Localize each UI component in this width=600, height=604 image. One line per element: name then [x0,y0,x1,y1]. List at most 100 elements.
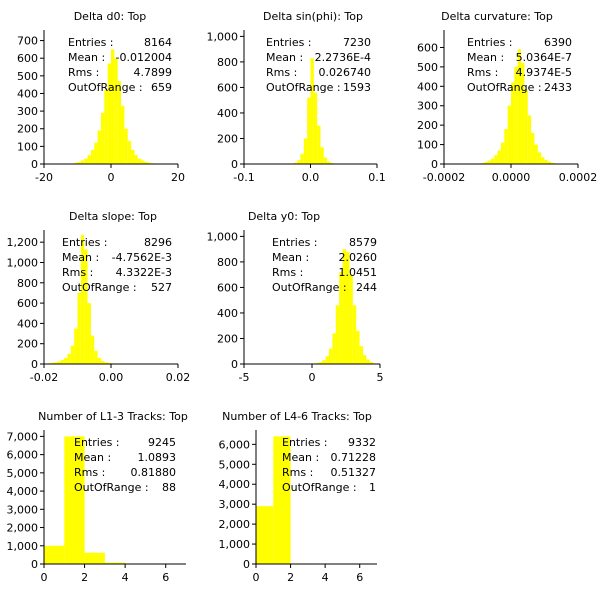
y-tick-label: 800 [17,277,38,290]
x-tick-label: 0.0 [302,171,320,184]
histogram-bar [91,336,94,364]
y-tick-label: 800 [217,256,238,269]
histogram-bar [366,360,369,364]
stat-label: OutOfRange : [467,81,542,94]
stat-label: Rms : [62,266,93,279]
stat-value: 7230 [343,36,371,49]
stat-label: Entries : [74,436,120,449]
y-tick-label: 200 [217,132,238,145]
y-tick-label: 500 [417,61,438,74]
histogram-bar [311,58,314,164]
chart-title: Delta y0: Top [248,210,320,223]
y-tick-label: 6,000 [219,438,251,451]
y-tick-label: 0 [31,558,38,571]
histogram-bar [114,58,117,164]
histogram-bar [360,346,363,364]
histogram-bar [508,106,511,164]
histogram-panel-3: Delta curvature: Top0100200300400500600-… [417,10,597,184]
histogram-bar [491,159,494,164]
x-tick-label: 0.1 [368,171,386,184]
stat-label: OutOfRange : [74,481,149,494]
y-tick-label: 700 [17,35,38,48]
y-tick-label: 5,000 [7,467,39,480]
stat-label: Mean : [282,451,319,464]
stat-value: 5.0364E-7 [516,51,572,64]
histogram-bar [541,157,544,164]
histogram-bar [85,553,105,564]
y-tick-label: 600 [17,297,38,310]
histogram-bar [104,90,107,164]
stat-value: 659 [151,81,172,94]
histogram-bar [322,360,325,364]
stat-value: 4.7899 [134,66,173,79]
x-tick-label: 0 [108,171,115,184]
histogram-bar [538,152,541,164]
x-tick-label: 2 [287,571,294,584]
histogram-bar [301,154,304,164]
stat-label: Mean : [266,51,303,64]
stat-label: Mean : [272,251,309,264]
y-tick-label: 0 [31,358,38,371]
stat-value: 8579 [349,236,377,249]
stat-value: -4.7562E-3 [112,251,172,264]
stat-label: Rms : [282,466,313,479]
y-tick-label: 4,000 [219,478,251,491]
y-tick-label: 5,000 [219,458,251,471]
x-tick-label: -0.0002 [423,171,465,184]
y-tick-label: 1,000 [7,540,39,553]
stat-label: Rms : [74,466,105,479]
x-tick-label: 4 [322,571,329,584]
histogram-bar [326,356,329,364]
stat-value: 9332 [348,436,376,449]
histogram-bar [61,360,64,364]
y-tick-label: 2,000 [7,522,39,535]
stat-label: OutOfRange : [282,481,357,494]
histogram-bar [98,131,101,165]
histogram-bar [524,90,527,164]
stat-label: OutOfRange : [68,81,143,94]
stat-label: OutOfRange : [62,281,137,294]
x-tick-label: -0.02 [30,371,58,384]
histogram-bar [332,333,335,364]
histogram-bar [94,143,97,164]
stat-value: 88 [162,481,176,494]
stat-value: 0.026740 [319,66,372,79]
histogram-bar [336,305,339,364]
stat-label: Mean : [467,51,504,64]
y-tick-label: 300 [17,105,38,118]
histogram-bar [108,64,111,165]
histogram-bar [256,506,273,564]
stat-label: Rms : [266,66,297,79]
histogram-bar [498,150,501,164]
histogram-bar [138,159,141,164]
histogram-bar [91,150,94,164]
histogram-bar [98,358,101,364]
y-tick-label: 3,000 [7,503,39,516]
y-tick-label: 0 [431,158,438,171]
histogram-bar [88,155,91,164]
y-tick-label: 100 [17,140,38,153]
stat-value: 4.3322E-3 [116,266,172,279]
histogram-bar [531,133,534,164]
x-tick-label: 0 [253,571,260,584]
histogram-bar [78,293,81,364]
histogram-bar [141,160,144,164]
y-tick-label: 2,000 [219,518,251,531]
y-tick-label: 500 [17,70,38,83]
y-tick-label: 800 [217,56,238,69]
y-tick-label: 1,000 [7,256,39,269]
x-tick-label: -20 [35,171,53,184]
y-tick-label: 400 [17,317,38,330]
y-tick-label: 0 [231,358,238,371]
chart-title: Delta sin(phi): Top [263,10,363,23]
histogram-bar [317,126,320,164]
y-tick-label: 4,000 [7,485,39,498]
chart-title: Number of L4-6 Tracks: Top [222,410,372,423]
stat-value: 8164 [144,36,172,49]
x-tick-label: 4 [122,571,129,584]
stat-label: Entries : [68,36,114,49]
